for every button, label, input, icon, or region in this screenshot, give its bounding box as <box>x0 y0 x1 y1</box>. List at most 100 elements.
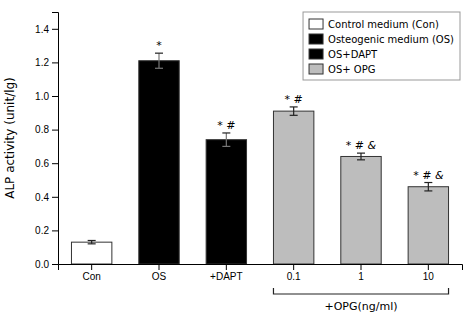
y-tick-mark <box>52 163 58 164</box>
legend-item: OS+DAPT <box>309 49 378 60</box>
x-tick: 0.1 <box>287 264 301 282</box>
y-tick-mark <box>52 230 58 231</box>
legend-label: OS+ OPG <box>328 64 375 75</box>
error-bar-cap <box>424 190 432 191</box>
x-tick-label: 0.1 <box>287 271 301 282</box>
y-axis-line <box>52 13 59 265</box>
x-tick-mark <box>226 264 227 270</box>
legend-swatch <box>309 64 323 74</box>
error-bar <box>222 133 230 146</box>
error-bar <box>424 183 432 191</box>
y-tick: 0.0 <box>35 259 58 270</box>
y-tick-label: 0.6 <box>35 158 49 169</box>
y-tick: 0.2 <box>35 225 58 236</box>
bars <box>71 53 448 264</box>
legend-swatch <box>309 49 323 59</box>
bracket <box>273 288 448 294</box>
legend-label: Control medium (Con) <box>328 19 439 30</box>
bar <box>139 61 179 264</box>
y-tick-label: 1.0 <box>35 91 49 102</box>
error-bar-stem <box>293 107 294 115</box>
y-tick-label: 1.4 <box>35 24 49 35</box>
x-tick-label: +DAPT <box>210 271 243 282</box>
error-bar-cap <box>290 115 298 116</box>
y-tick-mark <box>52 264 58 265</box>
error-bar <box>155 53 163 68</box>
legend-label: OS+DAPT <box>328 49 378 60</box>
bar <box>408 187 448 264</box>
y-tick: 1.0 <box>35 91 58 102</box>
bar <box>206 140 246 264</box>
y-tick-mark <box>52 62 58 63</box>
y-tick: 1.4 <box>35 24 58 35</box>
x-tick-mark <box>361 264 362 270</box>
legend-item: OS+ OPG <box>309 64 375 75</box>
y-tick: 1.2 <box>35 57 58 68</box>
y-tick-mark <box>52 197 58 198</box>
bar <box>71 242 111 264</box>
x-tick-label: Con <box>82 271 100 282</box>
bar <box>273 111 313 264</box>
legend-frame <box>303 12 460 80</box>
error-bar <box>357 153 365 160</box>
legend-item: Control medium (Con) <box>309 19 439 30</box>
y-tick: 0.6 <box>35 158 58 169</box>
x-tick-label: 1 <box>358 271 364 282</box>
legend-item: Osteogenic medium (OS) <box>309 34 454 45</box>
legend-swatch <box>309 34 323 44</box>
plot: 0.00.20.40.60.81.01.21.4ConOS+DAPT0.1110… <box>35 12 462 313</box>
x-tick: OS <box>152 264 167 282</box>
y-tick-label: 0.4 <box>35 192 49 203</box>
x-tick-mark <box>159 264 160 270</box>
chart: 0.00.20.40.60.81.01.21.4ConOS+DAPT0.1110… <box>0 0 474 326</box>
error-bar-stem <box>360 153 361 160</box>
annotation: * # & <box>346 139 377 152</box>
y-tick-label: 0.8 <box>35 124 49 135</box>
x-tick-mark <box>428 264 429 270</box>
annotation: * <box>156 39 162 52</box>
legend-label: Osteogenic medium (OS) <box>328 34 454 45</box>
error-bar-cap <box>155 53 163 54</box>
error-bar-cap <box>357 159 365 160</box>
y-axis: 0.0 0.2 0.4 0.6 0.8 1.0 1.2 1.4 <box>35 13 58 270</box>
error-bar-cap <box>424 182 432 183</box>
y-tick-mark <box>52 29 58 30</box>
y-tick-label: 1.2 <box>35 57 49 68</box>
legend-swatch <box>309 19 323 29</box>
x-tick: 10 <box>423 264 435 282</box>
legend: Control medium (Con) Osteogenic medium (O… <box>303 12 460 80</box>
x-tick-mark <box>293 264 294 270</box>
x-tick: Con <box>82 264 100 282</box>
x-tick-label: 10 <box>423 271 435 282</box>
x-tick-label: OS <box>152 271 167 282</box>
bar <box>341 156 381 264</box>
x-tick: 1 <box>358 264 364 282</box>
x-axis: Con OS +DAPT 0.1 1 10 <box>59 264 463 282</box>
error-bar-cap <box>88 240 96 241</box>
y-tick-mark <box>52 96 58 97</box>
error-bar <box>88 240 96 243</box>
y-tick-label: 0.0 <box>35 259 49 270</box>
error-bar-cap <box>155 68 163 69</box>
y-tick: 0.4 <box>35 192 58 203</box>
y-tick-label: 0.2 <box>35 225 49 236</box>
annotation: * # <box>217 119 235 132</box>
bracket-label: +OPG(ng/ml) <box>324 300 397 313</box>
error-bar-cap <box>357 153 365 154</box>
annotation: * # <box>285 93 303 106</box>
error-bar-cap <box>290 106 298 107</box>
y-tick-mark <box>52 130 58 131</box>
y-tick: 0.8 <box>35 124 58 135</box>
x-tick: +DAPT <box>210 264 243 282</box>
y-axis-title: ALP activity (unit/lg) <box>3 77 17 199</box>
error-bar-stem <box>158 53 159 68</box>
error-bar-cap <box>222 146 230 147</box>
x-axis-line <box>59 265 463 271</box>
x-tick-mark <box>91 264 92 270</box>
error-bar-stem <box>226 133 227 146</box>
error-bar-cap <box>88 243 96 244</box>
error-bar <box>290 107 298 115</box>
annotation: * # & <box>413 169 444 182</box>
error-bar-stem <box>428 183 429 191</box>
error-bar-cap <box>222 132 230 133</box>
